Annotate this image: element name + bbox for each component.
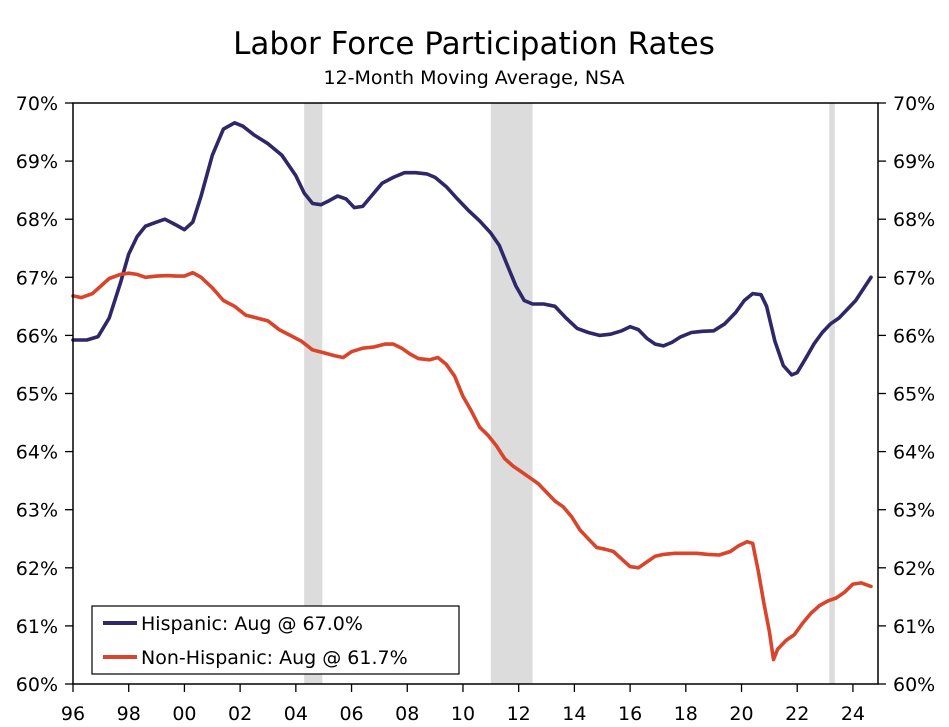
x-tick-label: 16 (618, 703, 642, 725)
y-tick-label-right: 67% (893, 267, 935, 289)
y-tick-label-left: 62% (16, 558, 58, 580)
y-tick-label-right: 65% (893, 384, 935, 406)
x-tick-label: 06 (339, 703, 363, 725)
legend-box (91, 605, 460, 675)
x-tick-label: 10 (451, 703, 475, 725)
x-axis-ticks: 96 98 00 02 04 06 08 10 12 14 16 18 20 22 24 (61, 684, 865, 725)
legend: Hispanic: Aug @ 67.0% Non-Hispanic: Aug … (91, 605, 460, 675)
x-tick-label: 98 (117, 703, 141, 725)
y-tick-label-right: 70% (893, 93, 935, 115)
x-tick-label: 04 (284, 703, 308, 725)
y-tick-label-right: 69% (893, 151, 935, 173)
series-line-non-hispanic (71, 270, 873, 662)
x-tick-label: 02 (228, 703, 252, 725)
y-axis-ticks: 60% 60% 61% 61% 62% 62% 63% 63% 64% 64% 65% 65% 66% 6… (16, 93, 935, 696)
legend-label-hispanic: Hispanic: Aug @ 67.0% (141, 613, 363, 635)
x-tick-label: 96 (61, 703, 85, 725)
y-tick-label-right: 64% (893, 442, 935, 464)
y-tick-label-left: 66% (16, 325, 58, 347)
x-tick-label: 22 (785, 703, 809, 725)
y-tick-label-right: 60% (893, 674, 935, 696)
x-tick-label: 20 (729, 703, 753, 725)
x-tick-label: 24 (841, 703, 865, 725)
x-tick-label: 14 (562, 703, 586, 725)
series-lines (71, 121, 873, 662)
y-tick-label-left: 60% (16, 674, 58, 696)
y-tick-label-right: 66% (893, 325, 935, 347)
legend-label-non-hispanic: Non-Hispanic: Aug @ 61.7% (141, 647, 408, 669)
x-tick-label: 18 (674, 703, 698, 725)
recession-shading (304, 103, 835, 684)
y-tick-label-left: 70% (16, 93, 58, 115)
y-tick-label-right: 68% (893, 209, 935, 231)
plot-frame (72, 102, 879, 685)
y-tick-label-left: 67% (16, 267, 58, 289)
y-tick-label-left: 65% (16, 384, 58, 406)
y-tick-label-left: 63% (16, 500, 58, 522)
recession-band-1 (490, 103, 533, 684)
recession-band-2 (829, 103, 835, 684)
y-tick-label-right: 61% (893, 616, 935, 638)
y-tick-label-left: 68% (16, 209, 58, 231)
x-tick-label: 08 (395, 703, 419, 725)
x-tick-label: 12 (507, 703, 531, 725)
y-tick-label-right: 63% (893, 500, 935, 522)
series-line-hispanic (71, 121, 873, 377)
y-tick-label-left: 61% (16, 616, 58, 638)
y-tick-label-left: 64% (16, 442, 58, 464)
recession-band-0 (304, 103, 323, 684)
x-tick-label: 00 (172, 703, 196, 725)
chart-title: Labor Force Participation Rates (233, 26, 715, 62)
y-tick-label-right: 62% (893, 558, 935, 580)
chart-subtitle: 12-Month Moving Average, NSA (323, 67, 624, 89)
y-tick-label-left: 69% (16, 151, 58, 173)
